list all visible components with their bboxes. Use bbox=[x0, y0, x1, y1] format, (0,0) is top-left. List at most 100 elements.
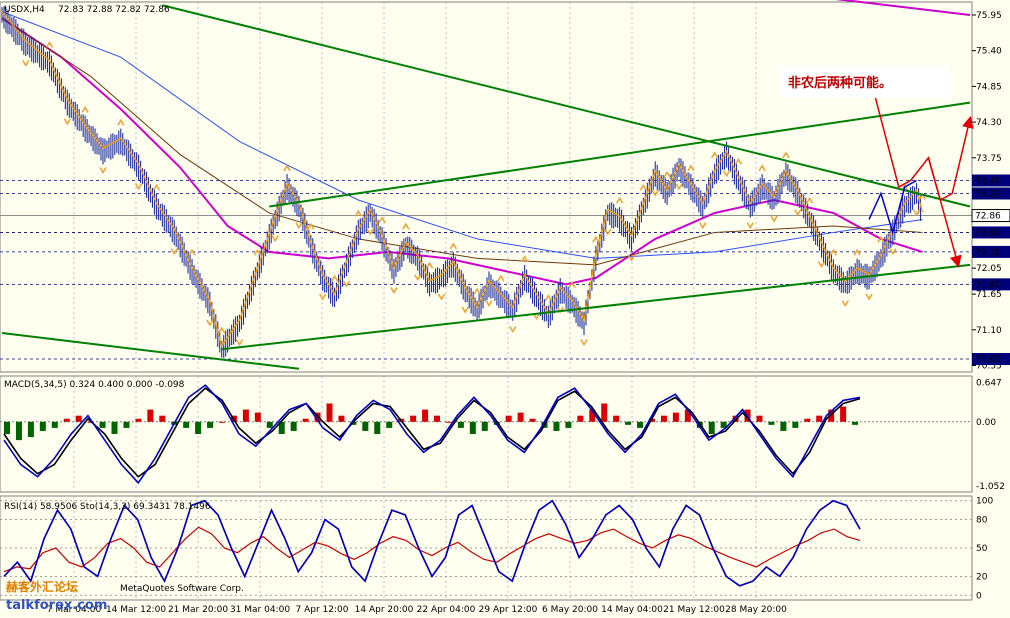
macd-histogram-bar bbox=[649, 418, 655, 422]
fractal-up bbox=[877, 235, 885, 243]
fractal-down bbox=[770, 215, 778, 223]
macd-panel: 0.647 0.00 -1.052 bbox=[0, 375, 1005, 493]
rsi-title: RSI(14) 58.9506 Sto(14,3,3) 69.3431 78.1… bbox=[4, 502, 211, 512]
fractal-up bbox=[568, 281, 576, 289]
x-tick-label: 14 May 04:00 bbox=[601, 605, 663, 615]
macd-histogram-bar bbox=[123, 421, 130, 428]
macd-histogram-bar bbox=[290, 421, 297, 431]
rsi-y-tick-label: 80 bbox=[976, 516, 988, 526]
x-tick-label: 21 May 12:00 bbox=[663, 605, 725, 615]
ohlc-label: 72.83 72.88 72.82 72.86 bbox=[58, 5, 170, 15]
macd-histogram-bar bbox=[732, 415, 739, 422]
watermark-en: talkforex.com bbox=[6, 598, 107, 613]
fractal-up bbox=[378, 216, 386, 224]
macd-histogram-bar bbox=[637, 421, 644, 428]
current-price-tag bbox=[971, 209, 1010, 223]
fractal-down bbox=[390, 287, 398, 295]
fractal-up bbox=[218, 326, 226, 334]
macd-histogram-bar bbox=[207, 421, 214, 428]
trendline bbox=[269, 101, 971, 208]
panel-frame-0 bbox=[0, 1, 973, 373]
current-price-label: 72.86 bbox=[975, 212, 1001, 222]
macd-histogram-bar bbox=[445, 421, 452, 423]
macd-histogram-bar bbox=[828, 409, 835, 422]
fractal-down bbox=[63, 118, 71, 126]
fractal-down bbox=[366, 228, 374, 236]
macd-signal-line bbox=[3, 387, 861, 478]
fractal-up bbox=[663, 170, 671, 178]
level-label: 72.60 bbox=[975, 228, 1001, 238]
macd-histogram-bar bbox=[374, 421, 381, 434]
fractal-up bbox=[473, 287, 481, 295]
macd-histogram-bar bbox=[254, 412, 261, 422]
watermark-cn: 赫客外汇论坛 bbox=[6, 579, 78, 594]
rsi-y-tick-label: 50 bbox=[976, 544, 988, 554]
rsi-y-tick-label: 100 bbox=[976, 497, 993, 507]
macd-histogram-bar bbox=[159, 415, 166, 422]
fractal-down bbox=[414, 274, 422, 282]
ma-line bbox=[1, 11, 923, 259]
price-panel: 75.95 75.40 74.85 74.30 73.75 73.20 72.60 72.05… bbox=[0, 0, 1010, 373]
macd-histogram-bar bbox=[302, 418, 309, 422]
x-tick-label: 21 Mar 20:00 bbox=[168, 605, 228, 615]
macd-histogram-bar bbox=[457, 421, 464, 428]
fractal-up bbox=[188, 248, 196, 256]
fractal-up bbox=[615, 196, 624, 204]
stoch-line bbox=[3, 499, 861, 587]
macd-histogram-bar bbox=[852, 421, 859, 425]
macd-histogram-bar bbox=[672, 412, 679, 422]
fractal-down bbox=[271, 235, 279, 243]
macd-histogram-bar bbox=[505, 415, 512, 422]
symbol-label: USDX,H4 bbox=[4, 5, 45, 15]
trendline bbox=[221, 263, 971, 351]
fractal-up bbox=[544, 294, 552, 302]
level-tag bbox=[972, 353, 1010, 366]
fractal-down bbox=[461, 306, 469, 314]
level-tag bbox=[972, 226, 1010, 239]
fractal-down bbox=[722, 170, 731, 178]
macd-histogram-bar bbox=[840, 406, 847, 422]
level-label: 70.65 bbox=[975, 355, 1001, 365]
fractal-down bbox=[746, 222, 754, 230]
macd-histogram-bar bbox=[219, 421, 225, 423]
fractal-up bbox=[520, 255, 529, 263]
fractal-up bbox=[81, 105, 89, 113]
macd-histogram-bar bbox=[756, 415, 763, 422]
macd-histogram-bar bbox=[183, 421, 190, 428]
macd-histogram-bar bbox=[708, 421, 715, 434]
macd-histogram-bar bbox=[51, 421, 58, 428]
fractal-down bbox=[342, 280, 351, 288]
x-tick-label: 6 May 20:00 bbox=[542, 605, 598, 615]
fractal-down bbox=[889, 248, 897, 256]
forecast-red-path bbox=[874, 95, 974, 202]
macd-title: MACD(5,34,5) 0.324 0.400 0.000 -0.098 bbox=[4, 380, 185, 390]
x-tick-label: 22 Apr 04:00 bbox=[417, 605, 476, 615]
x-tick-label: 14 Apr 20:00 bbox=[355, 605, 414, 615]
fractal-up bbox=[710, 151, 719, 159]
y-tick-label: 70.55 bbox=[976, 362, 1002, 372]
fractal-down bbox=[794, 209, 802, 217]
y-tick-label: 71.10 bbox=[976, 326, 1002, 336]
level-tag bbox=[972, 174, 1010, 187]
panel-frame-2 bbox=[0, 495, 973, 601]
macd-histogram-bar bbox=[326, 403, 333, 422]
level-tag bbox=[972, 187, 1010, 200]
y-tick-label: 75.95 bbox=[976, 11, 1002, 21]
level-label: 73.40 bbox=[975, 177, 1001, 187]
fractal-down bbox=[206, 319, 214, 327]
fractal-up bbox=[402, 222, 410, 230]
macd-histogram-bar bbox=[601, 403, 608, 422]
macd-y-tick-label: 0.647 bbox=[976, 378, 1002, 388]
fractal-down bbox=[627, 254, 636, 262]
macd-histogram-bar bbox=[780, 421, 787, 431]
macd-y-tick-label: 0.00 bbox=[976, 418, 996, 428]
rsi-line bbox=[3, 526, 861, 573]
macd-histogram-bar bbox=[422, 409, 429, 422]
fractal-up bbox=[592, 235, 600, 243]
forecast-blue-path bbox=[868, 179, 917, 236]
fractal-down bbox=[99, 167, 107, 174]
macd-histogram-bar bbox=[816, 415, 823, 422]
macd-histogram-bar bbox=[99, 421, 106, 428]
fractal-down bbox=[865, 293, 873, 301]
